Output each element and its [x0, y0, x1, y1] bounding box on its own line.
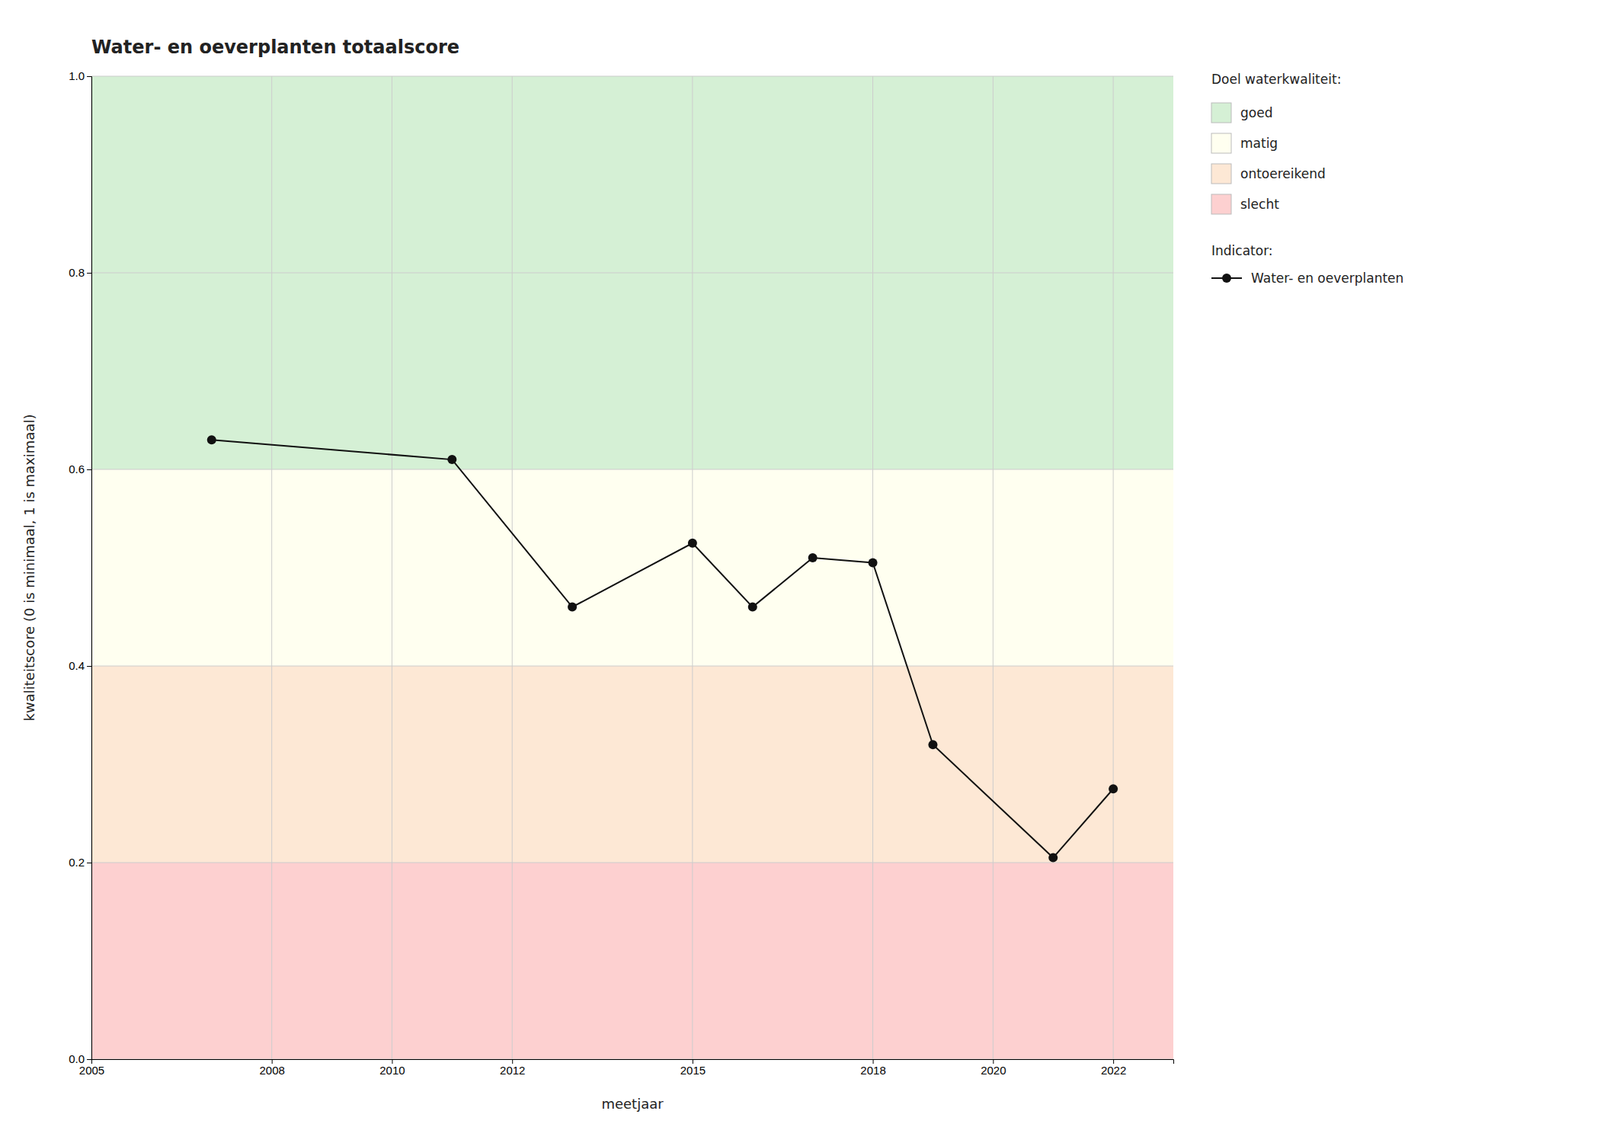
x-axis-tick-label: 2015 — [680, 1063, 706, 1077]
y-axis-tick-mark — [86, 665, 92, 667]
y-axis-tick: 0.6 — [68, 462, 92, 476]
y-axis-line — [86, 76, 93, 1060]
y-axis-tick: 0.2 — [68, 855, 92, 869]
legend: Doel waterkwaliteit: goed matig ontoereiken… — [1211, 71, 1404, 286]
grid-line-x — [992, 76, 994, 1060]
series-line — [211, 439, 1114, 858]
y-axis-tick-label: 0.8 — [68, 265, 85, 279]
x-axis-tick-label: 2020 — [980, 1063, 1006, 1077]
legend-swatch — [1211, 194, 1232, 215]
legend-label: Water- en oeverplanten — [1251, 270, 1404, 286]
x-axis-tick: 2018 — [860, 1059, 886, 1077]
bands — [91, 76, 1174, 1060]
point — [447, 454, 457, 464]
x-axis: 20052008201020122015201820202022 — [79, 1059, 1175, 1077]
x-axis-tick: 2020 — [980, 1059, 1006, 1077]
x-axis-tick-label: 2008 — [259, 1063, 285, 1077]
point — [1108, 784, 1118, 794]
grid-line-y — [91, 272, 1174, 274]
y-axis-tick: 0.8 — [68, 265, 92, 279]
legend-label: goed — [1240, 105, 1273, 121]
grid-line-x — [391, 76, 393, 1060]
band — [91, 665, 1174, 863]
y-axis-tick-label: 1.0 — [68, 69, 85, 83]
grid-line-x — [512, 76, 513, 1060]
point — [567, 602, 577, 612]
legend-title: Doel waterkwaliteit: — [1211, 71, 1341, 87]
x-axis-tick: 2015 — [680, 1059, 706, 1077]
legend-swatch — [1211, 163, 1232, 184]
y-axis-tick: 0.4 — [68, 659, 92, 672]
legend-label: slecht — [1240, 196, 1280, 212]
x-axis-tick: 2010 — [379, 1059, 405, 1077]
y-axis-tick-mark — [86, 76, 92, 77]
grid-line-y — [91, 469, 1174, 471]
y-axis-tick: 0.0 — [68, 1052, 92, 1066]
y-axis-tick-mark — [86, 1059, 92, 1060]
x-axis-tick-label: 2022 — [1100, 1063, 1127, 1077]
legend-swatch — [1211, 133, 1232, 154]
y-axis: 0.0 0.2 0.4 0.6 0.8 1.0 — [68, 69, 92, 1066]
y-axis-tick-mark — [86, 272, 92, 274]
y-axis-tick-mark — [86, 862, 92, 864]
y-axis-tick-mark — [86, 469, 92, 471]
grid-line-x — [1113, 76, 1114, 1060]
legend-title: Indicator: — [1211, 243, 1274, 259]
y-axis-tick: 1.0 — [68, 69, 92, 83]
x-axis-tick: 2022 — [1100, 1059, 1127, 1077]
y-axis-title: kwaliteitscore (0 is minimaal, 1 is maxi… — [21, 414, 38, 722]
x-axis-tick-label: 2010 — [379, 1063, 405, 1077]
band — [91, 469, 1174, 666]
chart: 200520082010201220152018202020220.00.20.… — [0, 0, 1600, 1143]
grid-line-x — [872, 76, 874, 1060]
legend-label: matig — [1240, 135, 1278, 151]
grid-line-y — [91, 76, 1174, 77]
band — [91, 862, 1174, 1060]
y-axis-tick-label: 0.2 — [68, 855, 85, 869]
point — [748, 602, 758, 612]
band — [91, 76, 1174, 470]
x-axis-line — [92, 1059, 1175, 1065]
point — [808, 553, 818, 563]
grid-line-x — [691, 76, 693, 1060]
x-axis-tick: 2012 — [499, 1059, 525, 1077]
grid-line-y — [91, 862, 1174, 864]
plot: 200520082010201220152018202020220.00.20.… — [68, 69, 1174, 1076]
point — [1048, 853, 1058, 863]
x-axis-title: meetjaar — [601, 1095, 664, 1112]
point — [207, 435, 217, 445]
legend-marker — [1222, 273, 1232, 283]
grid-line-y — [91, 665, 1174, 667]
point — [868, 558, 878, 568]
point — [928, 739, 938, 749]
title: Water- en oeverplanten totaalscore — [91, 36, 460, 58]
y-axis-tick-label: 0.0 — [68, 1052, 85, 1066]
y-axis-tick-label: 0.4 — [68, 659, 85, 672]
x-axis-tick: 2008 — [259, 1059, 285, 1077]
x-axis-tick-label: 2012 — [499, 1063, 525, 1077]
x-axis-tick-label: 2018 — [860, 1063, 886, 1077]
marks — [207, 435, 1118, 862]
legend-swatch — [1211, 102, 1232, 123]
legend-label: ontoereikend — [1240, 166, 1326, 182]
grid-line-x — [271, 76, 272, 1060]
y-axis-tick-label: 0.6 — [68, 462, 85, 476]
grid — [91, 76, 1174, 1060]
point — [688, 538, 698, 548]
